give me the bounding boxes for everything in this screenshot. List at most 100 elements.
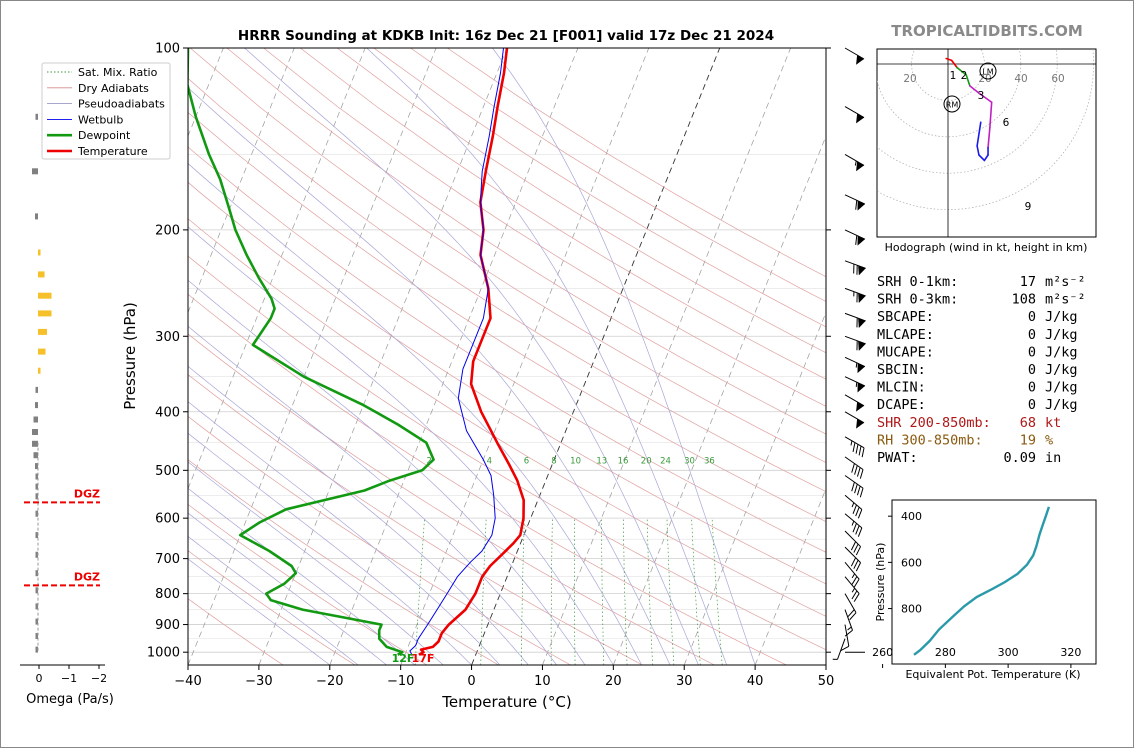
hodograph-height-label: 1: [950, 70, 957, 82]
wind-barb: [844, 312, 866, 329]
barb-shaft: [844, 287, 866, 297]
mixing-ratio-label: 4: [487, 457, 492, 467]
skewt-axes-frame: [187, 47, 827, 666]
barb-shaft: [844, 229, 866, 240]
dry-adiabat: [188, 77, 826, 493]
barb-shaft: [844, 561, 860, 580]
legend-label: Wetbulb: [78, 113, 123, 126]
mixing-ratio-label: 13: [596, 457, 607, 467]
mixing-ratio-label: 24: [660, 457, 671, 467]
isotherm: [754, 487, 826, 665]
stat-label: RH 300-850mb:: [877, 432, 983, 448]
x-tick-label: 0: [467, 674, 475, 689]
barb-full: [855, 562, 862, 572]
barb-half: [855, 382, 858, 387]
barb-shaft: [844, 436, 865, 449]
wind-barb: [844, 335, 866, 351]
barb-shaft: [844, 593, 857, 613]
barb-shaft: [844, 356, 866, 368]
theta-e-y-label: Pressure (hPa): [874, 543, 887, 622]
hodograph-ring-label: 20: [903, 73, 916, 85]
mixing-ratio-label: 30: [684, 457, 695, 467]
stat-unit: J/kg: [1045, 344, 1078, 360]
pseudoadiabat: [188, 226, 614, 665]
y-tick-label: 400: [155, 405, 180, 420]
barb-full: [861, 447, 865, 458]
barb-shaft: [844, 47, 865, 60]
barb-full: [855, 507, 860, 517]
dry-adiabat: [188, 415, 571, 665]
dry-adiabat: [188, 503, 428, 665]
barb-full: [844, 629, 853, 637]
dgz-label: DGZ: [74, 570, 100, 583]
surface-label: 17F: [412, 652, 435, 665]
stat-unit: J/kg: [1045, 380, 1078, 396]
wind-barb: [844, 394, 865, 412]
barb-shaft: [844, 394, 865, 407]
omega-bar: [38, 367, 41, 374]
hodograph-segment: [965, 74, 971, 87]
dry-adiabat: [188, 374, 643, 665]
barb-full: [855, 525, 860, 535]
isotherm: [0, 48, 11, 665]
wind-barb: [844, 47, 865, 65]
stat-value: 0: [1028, 380, 1036, 396]
barb-full: [854, 483, 858, 494]
y-tick-label: 100: [155, 42, 180, 57]
hodograph-segment: [989, 101, 993, 129]
barb-full: [858, 445, 862, 456]
wind-barb: [844, 475, 864, 498]
omega-x-tick-label: −1: [61, 672, 77, 685]
wind-barb: [844, 287, 866, 304]
mixing-ratio-label: 10: [570, 457, 581, 467]
stat-value: 0: [1028, 344, 1036, 360]
theta-e-y-tick-label: 600: [901, 556, 922, 569]
wind-barb: [844, 546, 862, 572]
lm-marker: [979, 62, 997, 80]
y-tick-label: 800: [155, 587, 180, 602]
barb-full: [856, 467, 861, 477]
legend-label: Dewpoint: [78, 129, 131, 142]
pseudoadiabat: [188, 558, 331, 665]
omega-bar: [35, 510, 38, 517]
omega-bar: [35, 618, 38, 625]
wind-barb: [844, 194, 866, 211]
barb-flag: [856, 161, 865, 172]
barb-flag: [858, 293, 866, 304]
pseudoadiabat: [188, 279, 586, 665]
y-tick-label: 500: [155, 464, 180, 479]
lm-marker-label: LM: [982, 68, 993, 77]
pseudoadiabat: [188, 365, 529, 665]
wind-barb: [844, 376, 866, 393]
pseudoadiabat: [188, 461, 444, 665]
series-temperature: [418, 48, 525, 656]
series-dewpoint: [188, 48, 435, 656]
theta-e-line: [913, 506, 1051, 656]
stat-label: MLCIN:: [877, 380, 926, 396]
mixing-ratio-line: [666, 518, 675, 665]
barb-shaft: [844, 513, 863, 529]
theta-e-x-label: Equivalent Pot. Temperature (K): [905, 668, 1080, 681]
stat-label: SRH 0-1km:: [877, 274, 958, 290]
stat-label: DCAPE:: [877, 397, 926, 413]
theta-e-panel: 260 280 300 320 400 600 800 Equivalent Pot. Te…: [872, 499, 1097, 681]
dry-adiabat: [226, 48, 826, 435]
stat-unit: %: [1045, 432, 1053, 448]
barb-full: [856, 317, 858, 328]
dry-adiabat: [188, 181, 826, 585]
barb-full: [852, 504, 857, 514]
stat-unit: m²s⁻²: [1045, 274, 1086, 290]
isotherm: [329, 48, 579, 665]
stat-unit: m²s⁻²: [1045, 292, 1086, 308]
omega-bar: [35, 113, 38, 120]
pseudoadiabat: [188, 432, 472, 665]
barb-half: [855, 362, 858, 368]
omega-bar: [35, 493, 38, 500]
barb-flag: [858, 341, 866, 351]
barb-full: [853, 559, 859, 569]
barb-shaft: [844, 260, 866, 269]
series-wetbulb: [409, 48, 504, 656]
barb-full: [855, 235, 858, 245]
